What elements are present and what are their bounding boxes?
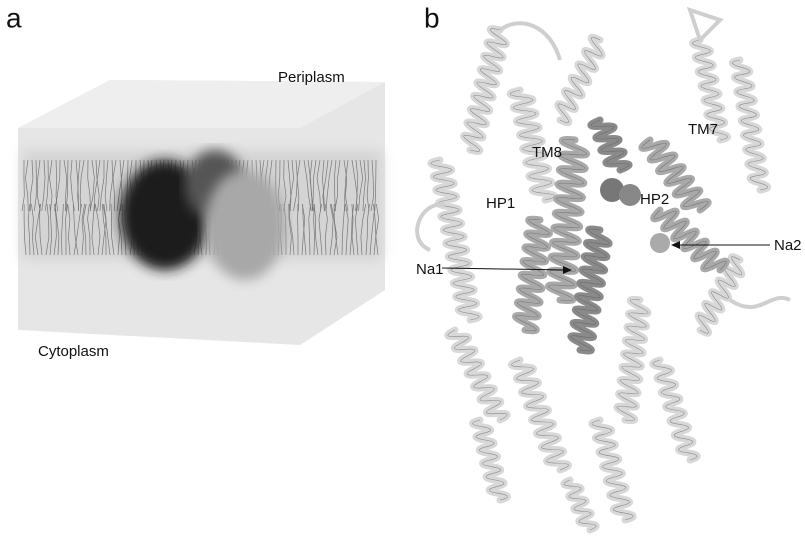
protein-light — [205, 170, 285, 280]
ligand — [619, 184, 641, 206]
panel-a: a Periplasm Cytoplasm — [6, 2, 385, 360]
helix-edge — [617, 300, 648, 421]
ion-label: Na2 — [774, 237, 802, 254]
figure: a Periplasm Cytoplasm b TM8 TM7 HP1 HP2 … — [0, 0, 805, 537]
cytoplasm-label: Cytoplasm — [38, 343, 109, 360]
arrowhead — [671, 241, 680, 249]
panel-label: a — [6, 2, 22, 33]
helix-label: TM8 — [532, 144, 562, 161]
helix-label: HP2 — [640, 191, 669, 208]
periplasm-label: Periplasm — [278, 69, 345, 86]
sodium-ion — [650, 233, 670, 253]
helix-edge — [732, 60, 767, 190]
ion-label: Na1 — [416, 261, 444, 278]
panel-label: b — [424, 2, 440, 33]
panel-b: b TM8 TM7 HP1 HP2 Na1 Na2 — [416, 2, 802, 530]
helix-label: TM7 — [688, 121, 718, 138]
helix-label: HP1 — [486, 195, 515, 212]
ribbons — [417, 10, 790, 530]
